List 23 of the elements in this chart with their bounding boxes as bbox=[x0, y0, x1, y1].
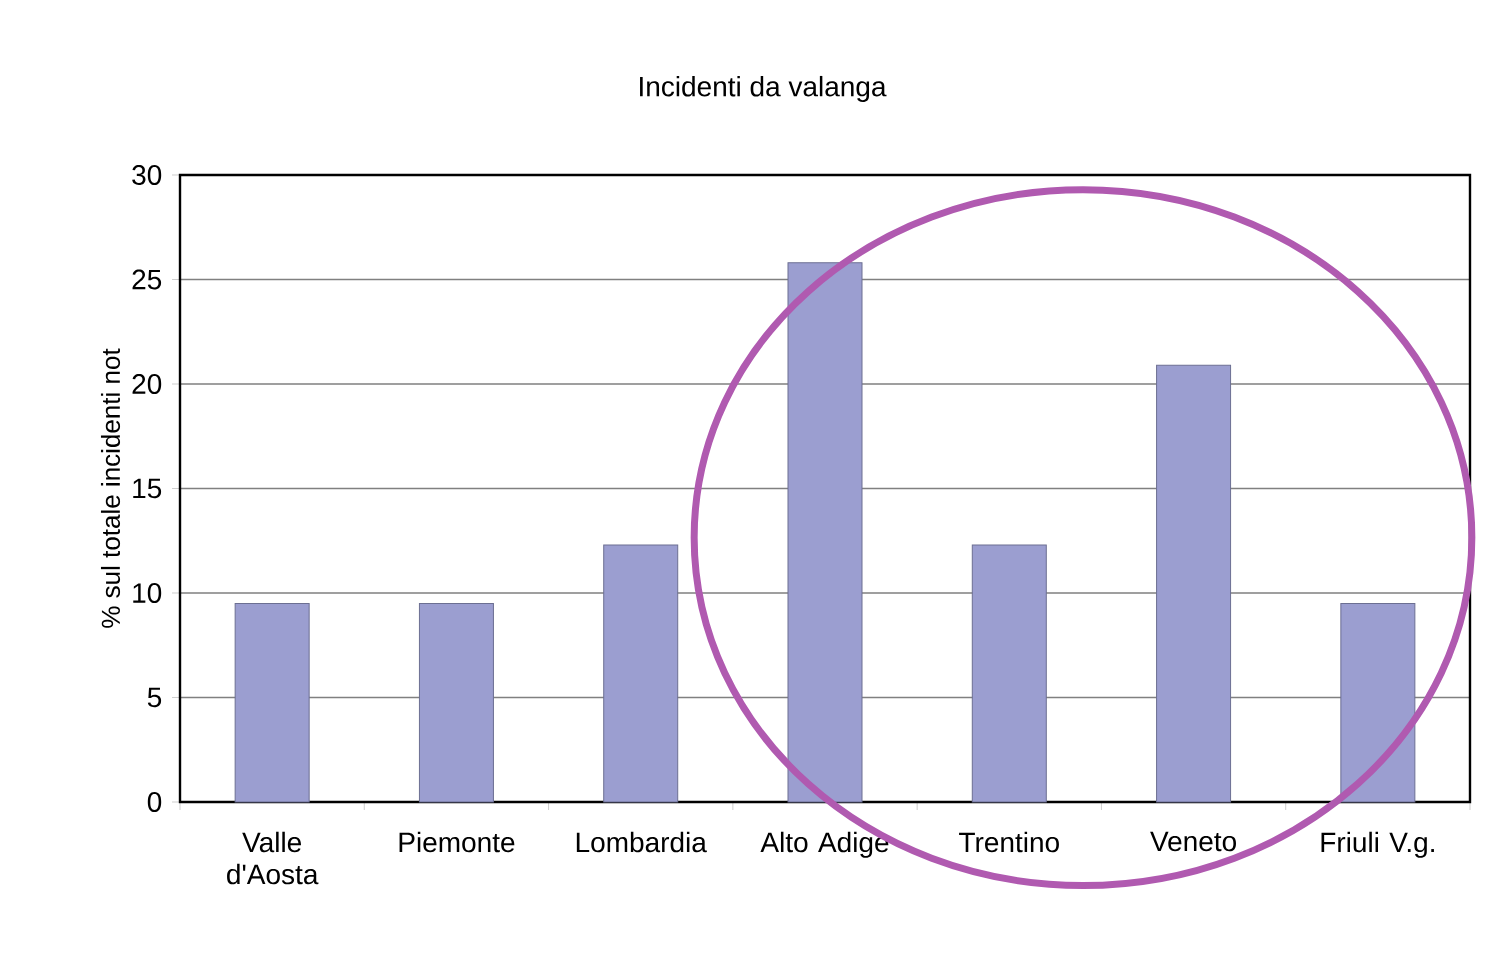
x-tick-label: Veneto bbox=[1150, 831, 1236, 852]
x-tick-label: Piemonte bbox=[399, 831, 515, 853]
y-tick-label: 5 bbox=[147, 687, 162, 708]
y-tick-label: 20 bbox=[132, 374, 162, 394]
x-tick-label: Valle d'Aosta bbox=[227, 831, 319, 885]
y-tick-label: 15 bbox=[133, 478, 162, 499]
bar bbox=[1156, 364, 1232, 803]
bar bbox=[418, 602, 494, 803]
x-tick-label: Trentino bbox=[959, 831, 1059, 853]
chart-title: Incidenti da valanga bbox=[640, 75, 887, 103]
y-tick-label: 10 bbox=[133, 583, 162, 603]
bar bbox=[1340, 602, 1416, 803]
y-tick-label: 0 bbox=[147, 792, 162, 812]
y-tick-label: 25 bbox=[132, 269, 162, 290]
x-tick-label: Alto Adige bbox=[760, 831, 889, 858]
bar bbox=[234, 602, 310, 803]
x-tick-label: Friuli V.g. bbox=[1321, 831, 1434, 858]
bar bbox=[603, 544, 679, 803]
bar bbox=[787, 262, 863, 803]
y-axis-title: % sul totale incidenti not bbox=[100, 348, 121, 628]
bar bbox=[971, 544, 1047, 803]
x-tick-label: Lombardia bbox=[576, 831, 707, 853]
y-tick-label: 30 bbox=[132, 165, 162, 185]
